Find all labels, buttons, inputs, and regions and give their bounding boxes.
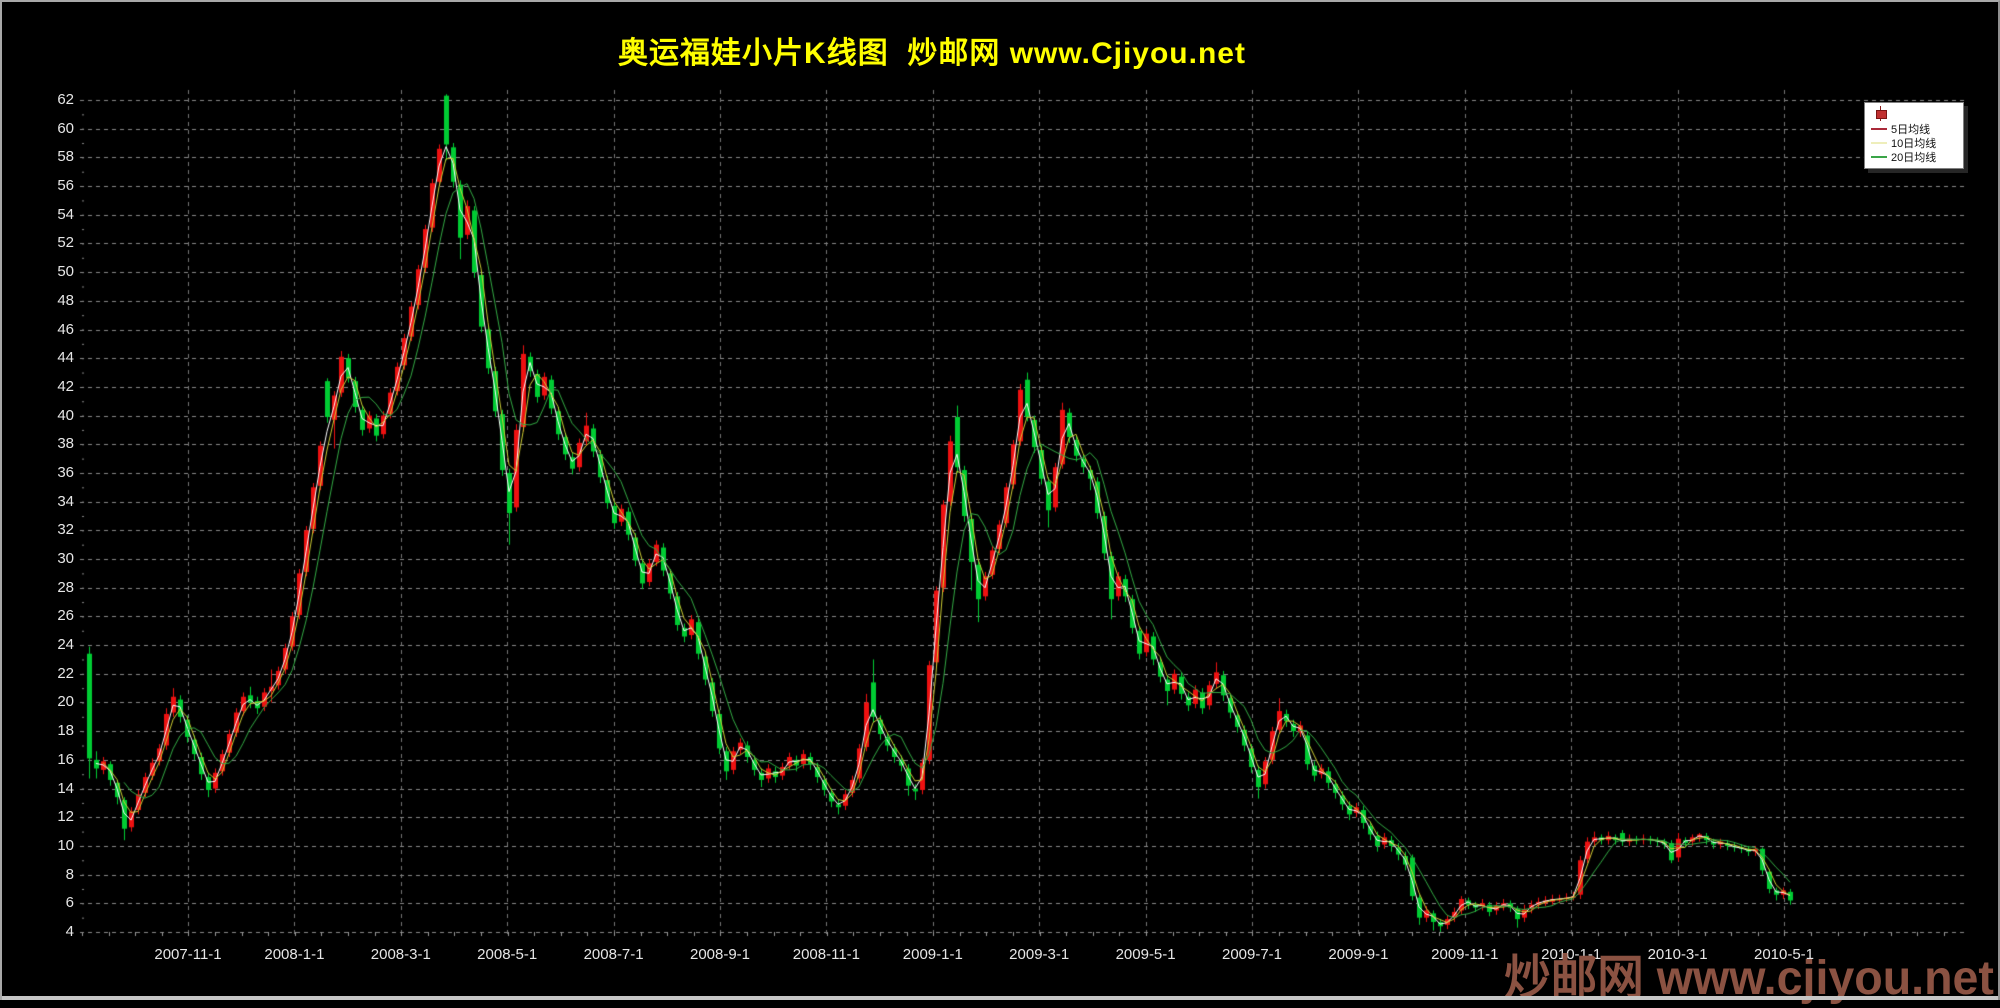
y-tick-label: 54: [57, 205, 74, 223]
legend-line-swatch: [1871, 156, 1887, 158]
y-tick-label: 38: [57, 435, 74, 453]
x-tick-label: 2009-9-1: [1328, 946, 1389, 963]
x-tick-label: 2009-3-1: [1009, 946, 1070, 963]
y-tick-label: 22: [57, 664, 74, 682]
y-tick-label: 18: [57, 722, 74, 740]
y-tick-label: 10: [57, 836, 74, 854]
x-tick-label: 2009-5-1: [1115, 946, 1176, 963]
red-candlestick-icon: [1875, 106, 1887, 121]
y-tick-label: 58: [57, 148, 74, 166]
x-tick-label: 2008-3-1: [370, 946, 431, 963]
y-tick-label: 60: [57, 119, 74, 137]
x-tick-label: 2010-3-1: [1647, 946, 1708, 963]
y-tick-label: 6: [65, 894, 74, 912]
x-tick-label: 2008-5-1: [477, 946, 538, 963]
y-tick-label: 12: [57, 808, 74, 826]
y-tick-label: 16: [57, 750, 74, 768]
x-tick-label: 2008-11-1: [792, 946, 861, 963]
x-tick-label: 2007-11-1: [154, 946, 222, 963]
x-tick-label: 2008-1-1: [264, 946, 325, 963]
y-tick-label: 14: [57, 779, 74, 797]
x-tick-label: 2009-11-1: [1431, 946, 1499, 963]
y-tick-label: 20: [57, 693, 74, 711]
y-tick-label: 30: [57, 550, 74, 568]
legend-box: 5日均线 10日均线 20日均线: [1864, 102, 1964, 169]
y-tick-label: 52: [57, 234, 74, 252]
y-tick-label: 56: [57, 177, 74, 195]
y-tick-label: 24: [57, 636, 74, 654]
x-tick-label: 2010-5-1: [1753, 946, 1815, 963]
legend-item: 10日均线: [1871, 136, 1959, 150]
y-tick-label: 8: [65, 865, 74, 883]
x-tick-label: 2009-1-1: [902, 946, 963, 963]
y-tick-label: 50: [57, 263, 74, 281]
x-tick-label: 2009-7-1: [1221, 946, 1283, 963]
legend-item-label: 5日均线: [1891, 124, 1931, 136]
y-tick-label: 42: [57, 377, 74, 395]
page-title: 奥运福娃小片K线图 炒邮网 www.Cjiyou.net: [618, 37, 1246, 70]
legend-item: 20日均线: [1871, 150, 1959, 164]
window-bottom-edge: [2, 996, 1998, 1000]
y-tick-label: 46: [57, 320, 74, 338]
x-tick-label: 2008-7-1: [583, 946, 644, 963]
y-tick-label: 28: [57, 578, 74, 596]
y-tick-label: 44: [57, 349, 74, 367]
y-tick-label: 26: [57, 607, 74, 625]
x-tick-label: 2010-1-1: [1541, 946, 1602, 963]
y-tick-label: 36: [57, 463, 74, 481]
legend-item-label: 10日均线: [1891, 138, 1937, 150]
y-tick-label: 4: [65, 923, 74, 940]
legend-line-swatch: [1871, 128, 1887, 130]
y-tick-label: 40: [57, 406, 74, 424]
y-tick-label: 62: [57, 90, 74, 108]
x-tick-label: 2008-9-1: [689, 946, 751, 963]
legend-item: 5日均线: [1871, 122, 1959, 136]
legend-line-swatch: [1871, 142, 1887, 144]
y-tick-label: 32: [57, 521, 74, 539]
y-tick-label: 34: [57, 492, 74, 510]
legend-item-label: 20日均线: [1891, 152, 1937, 164]
y-tick-label: 48: [57, 291, 74, 309]
